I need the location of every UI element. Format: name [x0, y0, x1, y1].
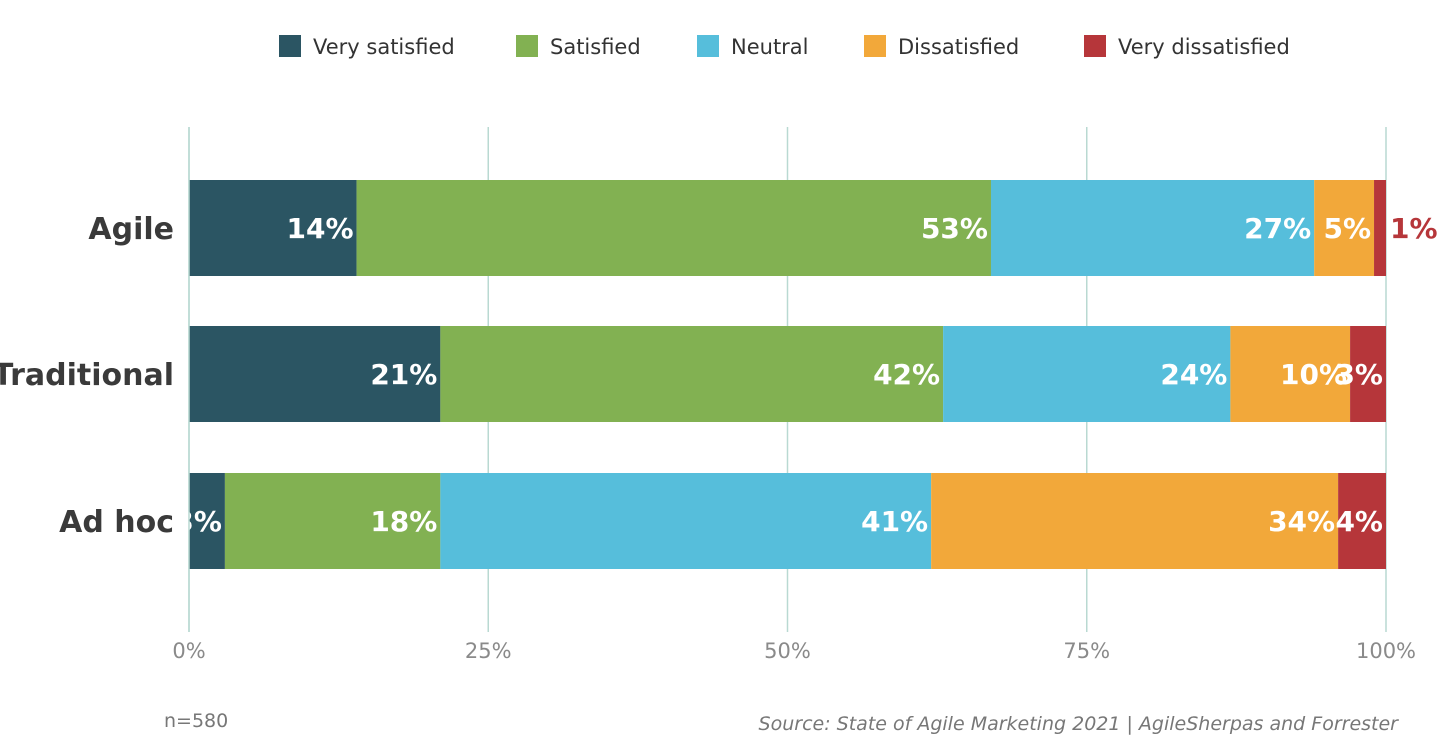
legend-label-very-satisfied: Very satisfied [313, 35, 455, 59]
data-label: 42% [873, 358, 940, 391]
data-label: 34% [1268, 505, 1335, 538]
sample-size-note: n=580 [164, 710, 229, 732]
legend-label-very-dissatisfied: Very dissatisfied [1118, 35, 1290, 59]
legend-label-dissatisfied: Dissatisfied [898, 35, 1019, 59]
x-tick-label: 25% [465, 639, 512, 663]
bar-segment [1350, 326, 1386, 422]
bar-segment [990, 180, 1315, 276]
legend-swatch-neutral [697, 35, 719, 57]
x-tick-label: 100% [1356, 639, 1416, 663]
data-label: 53% [921, 212, 988, 245]
data-label: 3% [174, 505, 222, 538]
bar-segment [1314, 180, 1375, 276]
legend-swatch-dissatisfied [864, 35, 886, 57]
bar-segment [1374, 180, 1386, 276]
data-label: 27% [1244, 212, 1311, 245]
bar-segment [189, 473, 225, 569]
legend-swatch-very-satisfied [279, 35, 301, 57]
category-label: Agile [88, 212, 174, 247]
data-label: 3% [1335, 358, 1383, 391]
x-tick-label: 50% [764, 639, 811, 663]
data-label: 1% [1390, 212, 1438, 245]
data-label: 18% [370, 505, 437, 538]
data-label: 24% [1160, 358, 1227, 391]
x-tick-label: 0% [172, 639, 205, 663]
source-note: Source: State of Agile Marketing 2021 | … [758, 713, 1398, 735]
bar-segment [189, 180, 357, 276]
data-label: 4% [1335, 505, 1383, 538]
legend-label-satisfied: Satisfied [550, 35, 641, 59]
bar-segment [1338, 473, 1386, 569]
legend-label-neutral: Neutral [731, 35, 809, 59]
data-label: 41% [861, 505, 928, 538]
bar-segment [440, 326, 944, 422]
legend-swatch-satisfied [516, 35, 538, 57]
bar-segment [931, 473, 1339, 569]
bar-segment [224, 473, 441, 569]
bar-segment [356, 180, 991, 276]
bar-segment [189, 326, 441, 422]
data-label: 5% [1323, 212, 1371, 245]
legend-swatch-very-dissatisfied [1084, 35, 1106, 57]
bar-segment [943, 326, 1231, 422]
data-label: 10% [1280, 358, 1347, 391]
category-label: Ad hoc [59, 505, 174, 540]
category-label: Traditional [0, 358, 174, 393]
bar-segment [1230, 326, 1351, 422]
data-label: 14% [287, 212, 354, 245]
data-label: 21% [370, 358, 437, 391]
x-tick-label: 75% [1063, 639, 1110, 663]
bar-segment [440, 473, 932, 569]
